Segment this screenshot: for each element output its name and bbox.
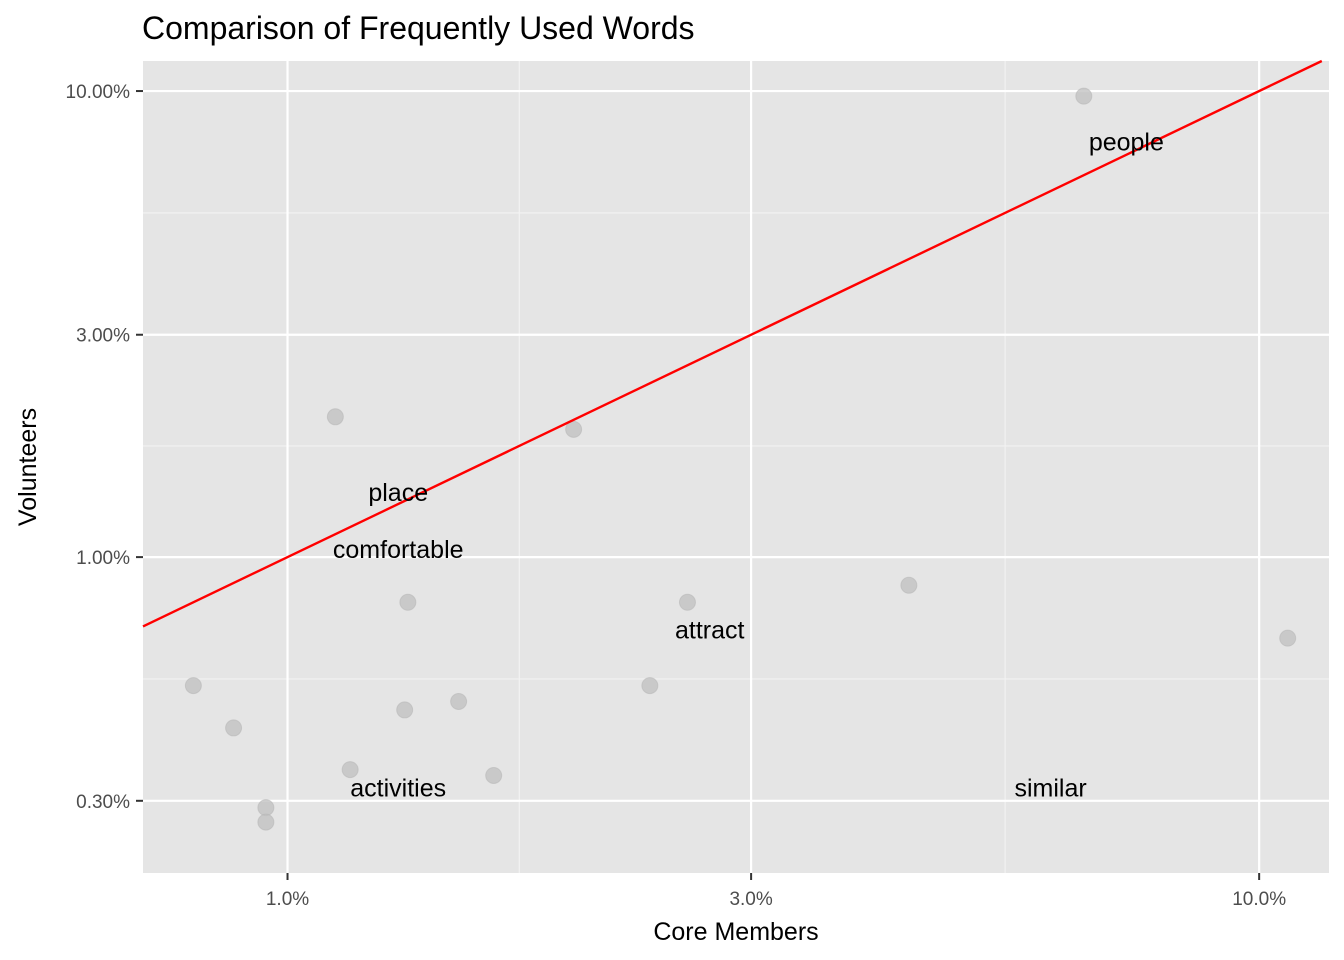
data-point: [450, 692, 468, 710]
x-tick-label: 1.0%: [266, 889, 309, 910]
y-tick-label: 0.30%: [76, 792, 130, 813]
x-tick-label: 3.0%: [729, 889, 772, 910]
word-label: similar: [1014, 775, 1086, 803]
x-axis-title: Core Members: [653, 918, 818, 946]
y-tick-label: 3.00%: [76, 326, 130, 347]
y-tick-label: 1.00%: [76, 548, 130, 569]
word-label: people: [1089, 128, 1164, 156]
y-axis-title: Volunteers: [14, 408, 42, 526]
data-point: [678, 593, 696, 611]
x-tick-label: 10.0%: [1232, 889, 1286, 910]
data-point: [641, 677, 659, 695]
reference-line-layer: [142, 59, 1323, 628]
axes: 1.0% 3.0% 10.0% 0.30% 1.00% 3.00% 10.00%: [66, 82, 1287, 910]
point-layer: [184, 87, 1297, 831]
data-point: [485, 766, 503, 784]
data-point: [184, 677, 202, 695]
reference-line: [142, 59, 1323, 628]
data-point: [257, 813, 275, 831]
word-label: place: [368, 479, 428, 507]
word-label: attract: [675, 616, 745, 644]
data-point: [341, 761, 359, 779]
data-point: [1279, 629, 1297, 647]
data-point: [1075, 87, 1093, 105]
y-tick-label: 10.00%: [66, 82, 131, 103]
chart-title: Comparison of Frequently Used Words: [142, 10, 695, 46]
word-label: comfortable: [333, 536, 464, 564]
word-label: activities: [350, 775, 446, 803]
plot-panel: [143, 61, 1329, 873]
data-point: [257, 799, 275, 817]
data-point: [399, 593, 417, 611]
data-point: [900, 576, 918, 594]
data-point: [565, 420, 583, 438]
data-point: [396, 701, 414, 719]
data-point: [326, 408, 344, 426]
word-label-layer: people place comfortable attract activities s…: [333, 128, 1164, 802]
minor-grid: [143, 61, 1329, 873]
major-grid: [143, 61, 1329, 873]
data-point: [225, 719, 243, 737]
